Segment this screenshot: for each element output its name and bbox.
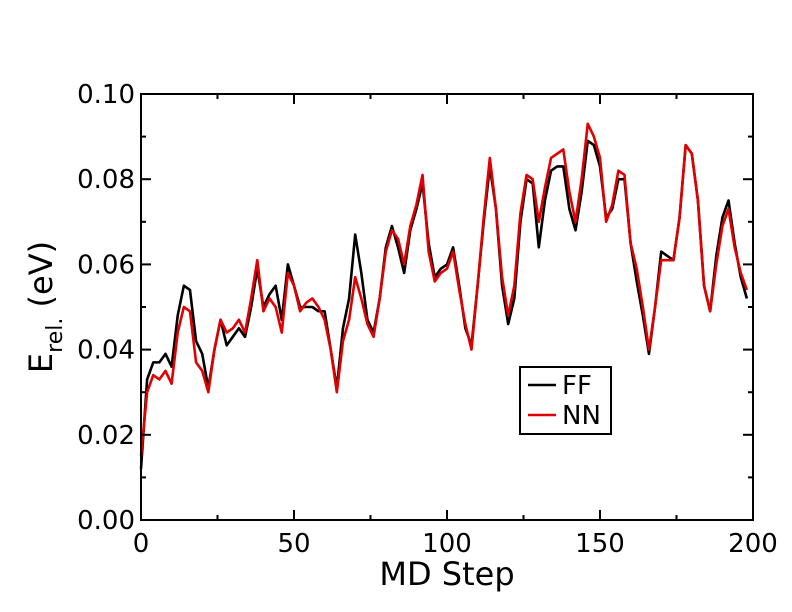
x-tick-label: 0 bbox=[133, 529, 150, 559]
y-label-unit: (eV) bbox=[22, 241, 60, 318]
legend-label: NN bbox=[562, 401, 601, 431]
x-tick-label: 150 bbox=[575, 529, 625, 559]
x-tick-label: 100 bbox=[422, 529, 472, 559]
series-line bbox=[139, 122, 749, 457]
y-tick-label: 0.08 bbox=[77, 165, 135, 195]
x-tick-label: 200 bbox=[728, 529, 778, 559]
x-tick-label: 50 bbox=[277, 529, 310, 559]
y-tick-label: 0.02 bbox=[77, 421, 135, 451]
y-tick-label: 0.06 bbox=[77, 250, 135, 280]
legend-label: FF bbox=[562, 371, 592, 401]
y-label-sub: rel. bbox=[43, 318, 68, 353]
x-axis-label: MD Step bbox=[379, 555, 514, 593]
plot-frame bbox=[140, 93, 754, 521]
y-tick-label: 0.04 bbox=[77, 336, 135, 366]
y-tick-label: 0.00 bbox=[77, 506, 135, 536]
y-tick-label: 0.10 bbox=[77, 80, 135, 110]
legend-box bbox=[519, 366, 612, 435]
y-label-main: E bbox=[22, 353, 60, 373]
y-axis-label: Erel. (eV) bbox=[22, 241, 68, 373]
